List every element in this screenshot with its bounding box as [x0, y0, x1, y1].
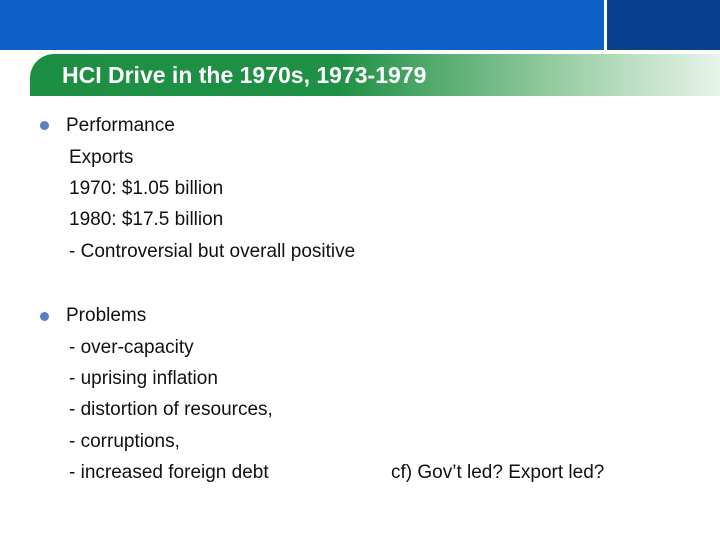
bullet-icon: [40, 312, 49, 321]
header-divider: [604, 0, 607, 50]
performance-line: 1980: $17.5 billion: [69, 209, 224, 230]
bullet-icon: [40, 121, 49, 130]
performance-line: - Controversial but overall positive: [69, 241, 356, 262]
header-band-accent: [607, 0, 720, 50]
problem-line: - distortion of resources,: [69, 399, 273, 420]
header-band: [0, 0, 720, 50]
section-heading-problems: Problems: [66, 305, 147, 326]
side-note: cf) Gov’t led? Export led?: [391, 462, 605, 483]
performance-line: Exports: [69, 147, 134, 168]
problem-line: - uprising inflation: [69, 368, 218, 389]
slide-title: HCI Drive in the 1970s, 1973-1979: [62, 62, 427, 88]
problem-line: - increased foreign debt: [69, 462, 269, 483]
title-bar: [30, 54, 720, 96]
problem-line: - over-capacity: [69, 337, 194, 358]
problem-line: - corruptions,: [69, 431, 180, 452]
performance-line: 1970: $1.05 billion: [69, 178, 224, 199]
section-heading-performance: Performance: [66, 115, 175, 136]
